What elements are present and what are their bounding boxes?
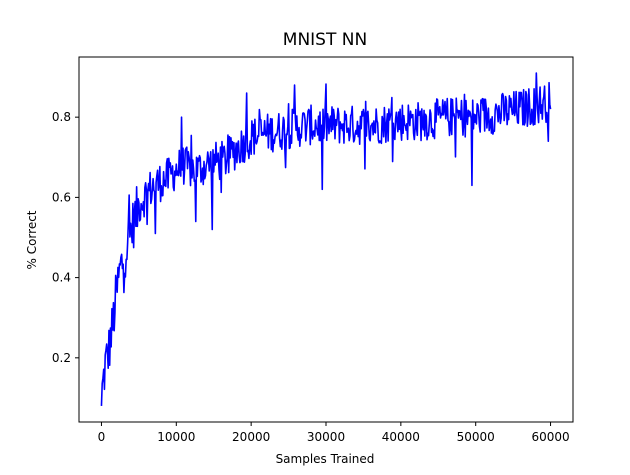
y-tick-label: 0.4 [52,271,71,285]
x-axis-ticks: 0 10000 20000 30000 40000 50000 60000 [98,422,570,444]
y-tick-label: 0.2 [52,351,71,365]
x-tick-label: 20000 [232,430,270,444]
x-axis-label: Samples Trained [276,452,375,466]
x-tick-label: 50000 [457,430,495,444]
x-tick-label: 60000 [531,430,569,444]
x-tick-label: 30000 [307,430,345,444]
y-axis-ticks: 0.2 0.4 0.6 0.8 [52,110,79,365]
x-tick-label: 0 [98,430,106,444]
plot-area [100,72,552,406]
chart-title: MNIST NN [283,30,367,50]
y-tick-label: 0.8 [52,110,71,124]
y-tick-label: 0.6 [52,190,71,204]
x-tick-label: 10000 [157,430,195,444]
y-axis-label: % Correct [25,210,39,269]
x-tick-label: 40000 [382,430,420,444]
series-line [100,72,552,406]
